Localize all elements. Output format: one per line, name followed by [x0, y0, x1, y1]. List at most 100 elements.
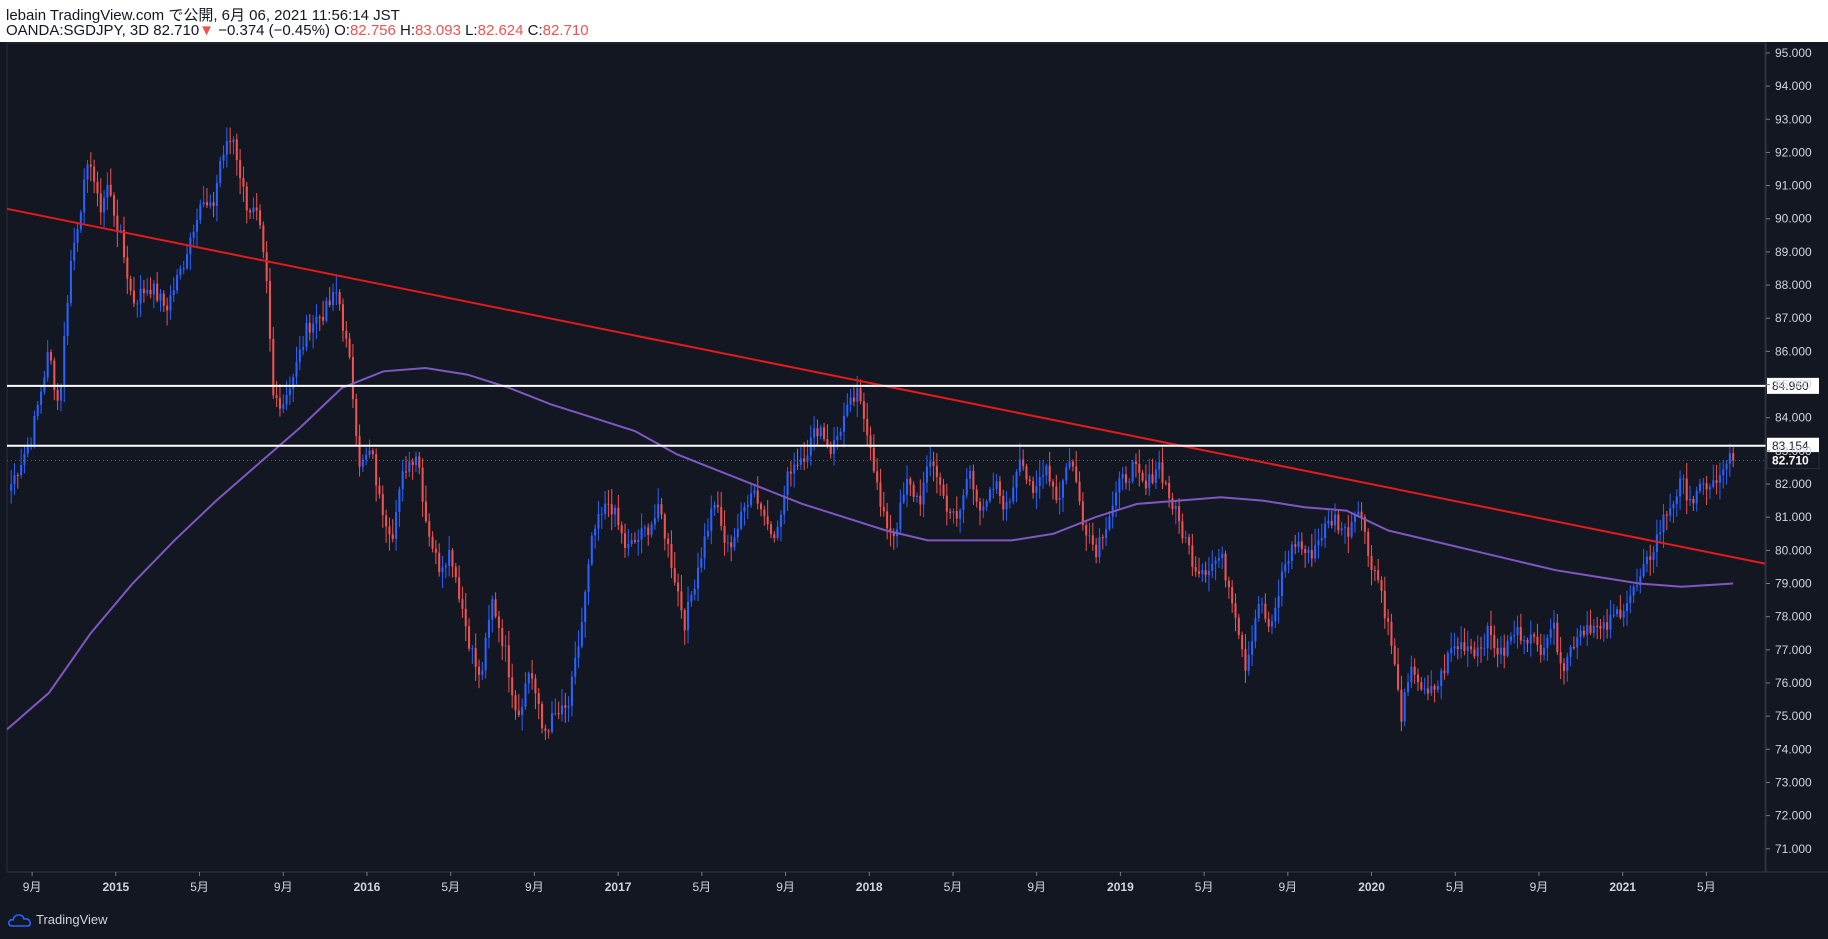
candle-body[interactable] [604, 503, 607, 514]
candle-body[interactable] [1602, 622, 1605, 629]
candle-body[interactable] [1045, 465, 1048, 476]
candle-body[interactable] [1287, 561, 1290, 565]
candle-body[interactable] [663, 514, 666, 539]
candle-body[interactable] [1426, 688, 1429, 694]
candle-body[interactable] [1523, 639, 1526, 641]
candle-body[interactable] [315, 316, 318, 324]
candle-body[interactable] [1148, 474, 1151, 489]
candle-body[interactable] [541, 704, 544, 729]
candle-body[interactable] [892, 531, 895, 537]
candle-body[interactable] [408, 461, 411, 473]
candle-body[interactable] [481, 670, 484, 675]
candle-body[interactable] [1625, 603, 1629, 612]
candle-body[interactable] [202, 202, 205, 205]
candle-body[interactable] [1367, 531, 1370, 556]
candle-body[interactable] [491, 599, 494, 620]
candle-body[interactable] [713, 504, 716, 509]
candle-body[interactable] [13, 475, 16, 485]
candle-body[interactable] [278, 397, 281, 409]
candle-body[interactable] [1486, 625, 1489, 649]
candle-body[interactable] [1612, 614, 1615, 616]
candle-body[interactable] [866, 418, 869, 436]
candle-body[interactable] [391, 534, 394, 540]
candle-body[interactable] [982, 506, 985, 511]
candle-body[interactable] [849, 397, 852, 405]
candle-body[interactable] [212, 202, 215, 206]
candle-body[interactable] [312, 323, 315, 333]
candle-body[interactable] [1357, 511, 1360, 516]
candle-body[interactable] [1470, 646, 1473, 650]
candle-body[interactable] [96, 181, 99, 194]
candle-body[interactable] [1131, 461, 1134, 482]
candle-body[interactable] [1095, 544, 1098, 558]
candle-body[interactable] [1022, 459, 1025, 467]
candle-body[interactable] [1572, 647, 1575, 649]
candle-body[interactable] [1184, 537, 1187, 539]
candle-body[interactable] [922, 482, 925, 505]
candle-body[interactable] [1562, 663, 1566, 672]
candle-body[interactable] [43, 377, 46, 392]
candle-body[interactable] [292, 376, 295, 389]
candle-body[interactable] [647, 527, 650, 536]
candle-body[interactable] [786, 471, 789, 496]
candle-body[interactable] [1393, 645, 1396, 665]
candle-body[interactable] [119, 229, 122, 231]
candle-body[interactable] [255, 207, 258, 211]
candle-body[interactable] [1672, 504, 1675, 509]
candle-body[interactable] [570, 676, 573, 706]
candle-body[interactable] [468, 626, 471, 649]
candle-body[interactable] [1645, 556, 1648, 564]
candle-body[interactable] [444, 565, 447, 568]
candle-body[interactable] [36, 404, 39, 417]
candle-body[interactable] [172, 290, 175, 296]
candle-body[interactable] [550, 713, 554, 732]
candle-body[interactable] [1035, 486, 1038, 493]
candle-body[interactable] [544, 728, 547, 731]
candle-body[interactable] [756, 490, 759, 504]
candle-body[interactable] [1241, 635, 1244, 650]
candle-body[interactable] [1675, 496, 1678, 505]
candle-body[interactable] [730, 542, 733, 548]
candle-body[interactable] [969, 470, 972, 479]
candle-body[interactable] [617, 507, 620, 526]
candle-body[interactable] [1340, 528, 1343, 531]
candle-body[interactable] [1420, 682, 1423, 690]
candle-body[interactable] [20, 465, 23, 476]
candle-body[interactable] [1566, 656, 1569, 672]
candle-body[interactable] [517, 710, 520, 716]
candle-body[interactable] [1284, 564, 1287, 572]
candle-body[interactable] [1204, 570, 1207, 576]
candle-body[interactable] [511, 677, 514, 696]
candle-body[interactable] [696, 567, 700, 589]
candle-body[interactable] [355, 399, 358, 437]
candle-body[interactable] [305, 323, 308, 347]
candle-body[interactable] [1078, 481, 1081, 502]
candle-body[interactable] [1569, 647, 1572, 657]
candle-body[interactable] [1118, 478, 1121, 493]
candle-body[interactable] [673, 568, 676, 583]
candle-body[interactable] [1689, 498, 1692, 501]
candle-body[interactable] [1669, 508, 1672, 516]
candle-body[interactable] [879, 482, 882, 507]
tradingview-logo[interactable]: TradingView [8, 912, 108, 927]
candle-body[interactable] [487, 619, 490, 638]
candle-body[interactable] [1659, 532, 1662, 535]
candle-body[interactable] [594, 528, 597, 536]
candle-body[interactable] [929, 461, 932, 467]
candle-body[interactable] [1616, 609, 1619, 615]
candle-body[interactable] [677, 582, 680, 592]
candle-body[interactable] [1178, 506, 1181, 522]
candle-body[interactable] [192, 231, 195, 238]
candle-body[interactable] [1662, 514, 1665, 533]
candle-body[interactable] [813, 428, 816, 438]
candle-body[interactable] [308, 323, 311, 333]
candle-body[interactable] [1194, 566, 1197, 572]
candle-body[interactable] [325, 300, 328, 321]
candle-body[interactable] [1267, 618, 1270, 627]
candle-body[interactable] [693, 588, 696, 595]
candle-body[interactable] [302, 346, 305, 350]
candle-body[interactable] [182, 268, 185, 270]
candle-body[interactable] [1115, 492, 1118, 506]
